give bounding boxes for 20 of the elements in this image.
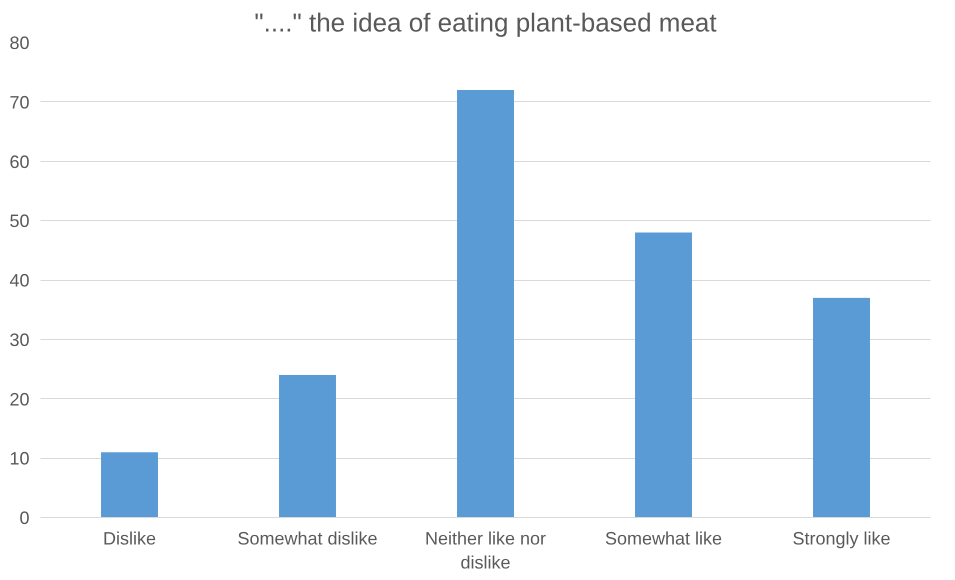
- bar: [457, 90, 514, 518]
- y-tick-label: 70: [9, 92, 30, 112]
- y-tick-label: 50: [9, 211, 30, 232]
- bar: [635, 232, 692, 518]
- y-tick-label: 0: [19, 508, 30, 528]
- chart-title: "...." the idea of eating plant-based meat: [254, 8, 718, 38]
- x-tick-label: Dislike: [102, 528, 156, 548]
- y-tick-label: 20: [9, 389, 30, 410]
- y-tick-label: 10: [9, 448, 30, 469]
- bar: [279, 375, 336, 518]
- y-tick-label: 30: [9, 330, 30, 350]
- y-tick-label: 80: [9, 33, 30, 53]
- y-tick-label: 40: [9, 270, 30, 290]
- x-tick-label: Somewhat like: [604, 528, 722, 548]
- x-tick-label: Neither like nor dislike: [424, 528, 546, 572]
- x-tick-label: Somewhat dislike: [237, 528, 378, 548]
- y-tick-label: 60: [9, 152, 30, 172]
- bar: [813, 298, 870, 518]
- bar: [101, 452, 158, 518]
- x-tick-label: Strongly like: [792, 528, 891, 548]
